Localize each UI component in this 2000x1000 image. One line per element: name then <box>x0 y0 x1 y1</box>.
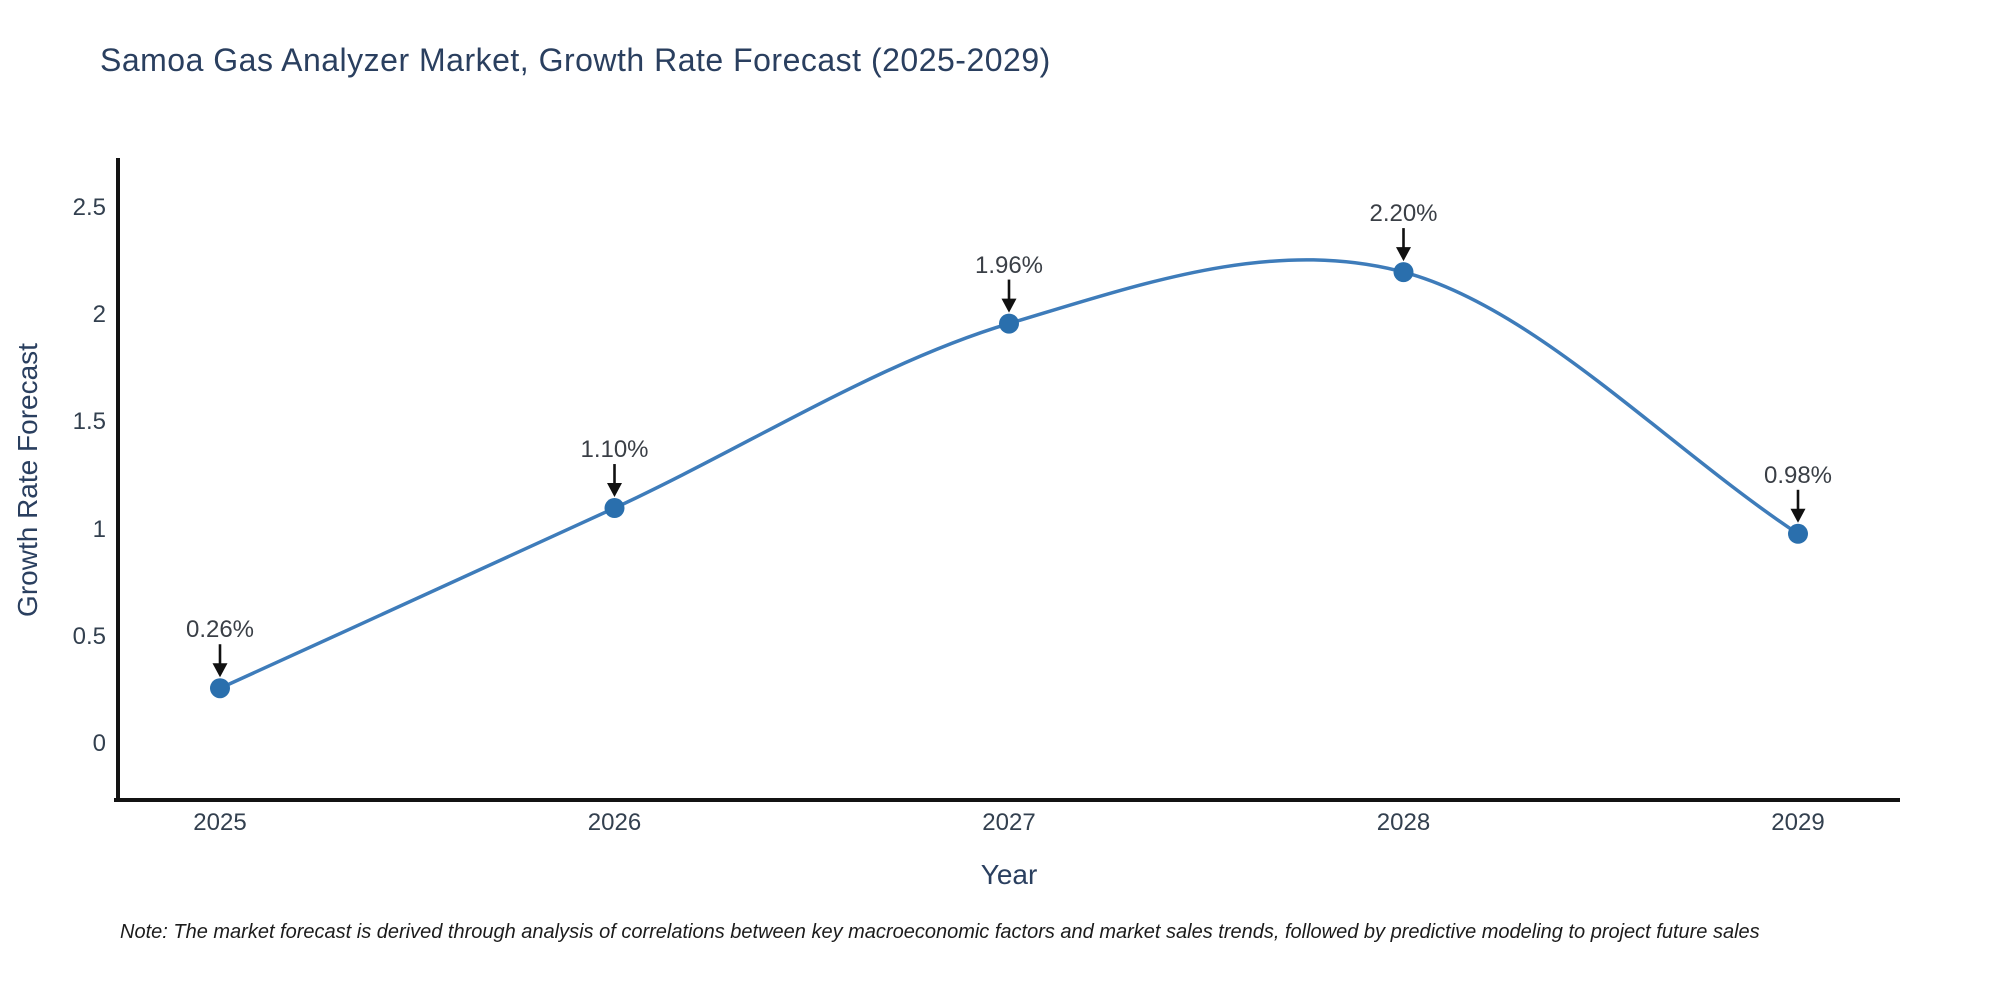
y-tick-label: 2 <box>92 301 106 328</box>
x-tick-label: 2029 <box>1771 809 1825 836</box>
y-axis-title: Growth Rate Forecast <box>12 343 43 617</box>
annotation-arrowhead <box>1001 298 1017 313</box>
chart-title: Samoa Gas Analyzer Market, Growth Rate F… <box>100 42 1051 78</box>
x-tick-label: 2026 <box>587 809 642 836</box>
y-tick-label: 0.5 <box>72 622 106 650</box>
data-point-marker <box>1393 262 1414 283</box>
x-tick-label: 2027 <box>982 809 1036 836</box>
data-point-marker <box>604 498 625 519</box>
point-annotation: 0.26% <box>185 616 255 644</box>
x-tick-label: 2028 <box>1376 809 1431 836</box>
point-annotation: 1.96% <box>974 251 1044 279</box>
x-axis-title: Year <box>980 859 1038 890</box>
point-annotation: 2.20% <box>1369 200 1438 228</box>
data-point-marker <box>999 313 1019 334</box>
x-tick-label: 2025 <box>193 809 247 836</box>
y-tick-label: 2.5 <box>72 193 106 221</box>
y-tick-label: 1 <box>92 515 106 543</box>
point-annotation: 0.98% <box>1763 461 1833 489</box>
footnote: Note: The market forecast is derived thr… <box>120 921 1760 943</box>
annotation-arrowhead <box>1396 247 1411 262</box>
data-point-marker <box>210 678 230 699</box>
y-tick-label: 1.5 <box>72 408 106 436</box>
y-tick-label: 0 <box>92 730 106 757</box>
annotation-arrowhead <box>212 663 228 678</box>
point-annotation: 1.10% <box>580 436 649 464</box>
annotation-arrowhead <box>1790 508 1806 523</box>
annotation-arrowhead <box>607 483 622 498</box>
data-point-marker <box>1788 523 1808 544</box>
